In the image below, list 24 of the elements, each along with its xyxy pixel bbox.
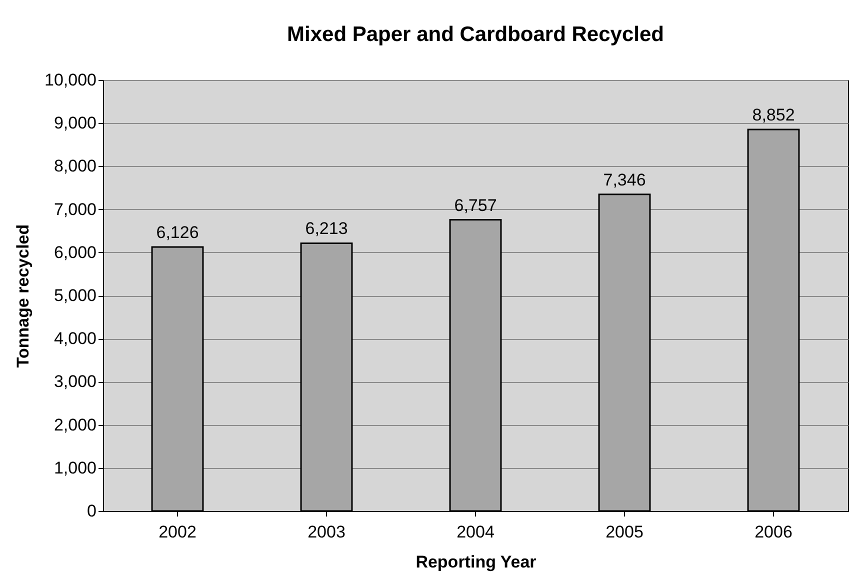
x-tick-label: 2003 [308, 522, 346, 542]
data-label: 6,757 [454, 196, 497, 215]
y-tick-label: 0 [87, 502, 96, 520]
x-tick-label: 2005 [606, 522, 644, 542]
y-tick-label: 2,000 [54, 415, 96, 434]
data-label: 6,126 [156, 222, 199, 242]
x-tick-label: 2006 [754, 522, 792, 542]
y-tick-label: 6,000 [54, 242, 96, 262]
y-tick-label: 5,000 [54, 286, 96, 305]
data-label: 7,346 [603, 170, 646, 190]
x-tick-label: 2004 [456, 522, 494, 542]
y-tick-label: 10,000 [44, 70, 96, 90]
data-label: 6,213 [305, 219, 348, 238]
y-tick-label: 8,000 [54, 156, 96, 176]
x-axis-title: Reporting Year [416, 552, 537, 572]
y-tick-label: 4,000 [54, 329, 96, 348]
y-tick-label: 3,000 [54, 372, 96, 392]
y-axis-title: Tonnage recycled [14, 224, 33, 368]
y-tick-label: 1,000 [54, 458, 96, 478]
data-label: 8,852 [752, 105, 795, 124]
y-tick-label: 7,000 [54, 200, 96, 219]
x-tick-label: 2002 [158, 522, 196, 542]
chart-title: Mixed Paper and Cardboard Recycled [287, 23, 664, 46]
y-tick-label: 9,000 [54, 114, 96, 133]
